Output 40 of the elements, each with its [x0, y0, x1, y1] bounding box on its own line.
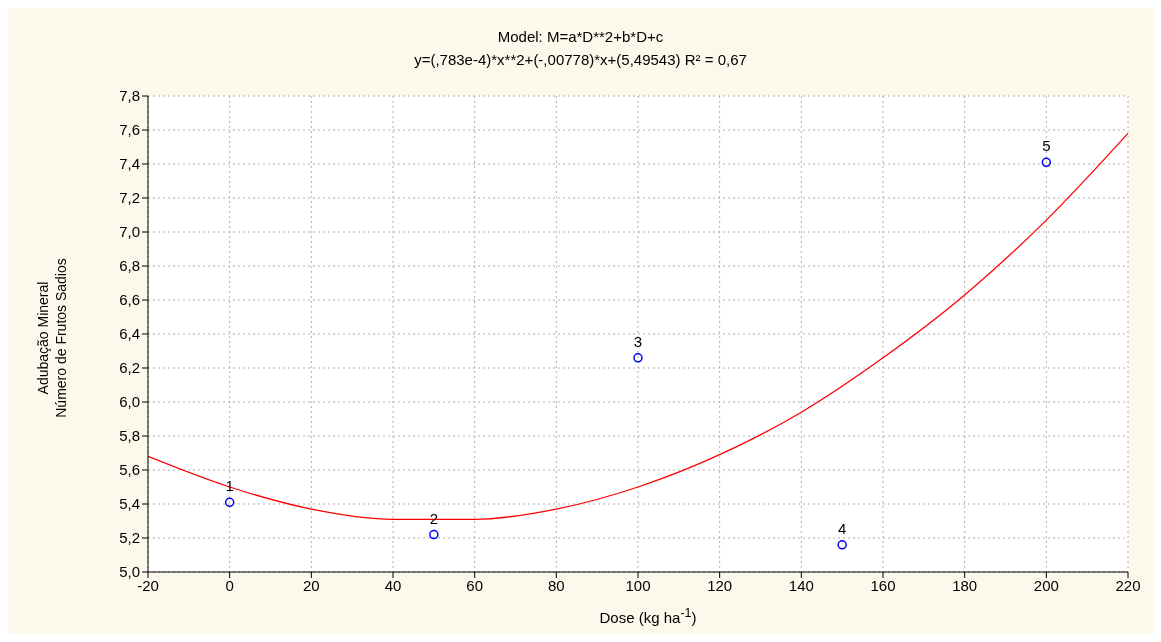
chart-title: Model: M=a*D**2+b*D+c	[496, 27, 665, 45]
x-tick-label: 40	[384, 576, 402, 594]
y-tick-label: 5,4	[119, 495, 140, 513]
point	[837, 540, 847, 550]
annotation: 3	[633, 332, 643, 350]
x-tick-label: 220	[1115, 576, 1141, 594]
x-tick-label: 120	[707, 576, 733, 594]
y-tick-label: 7,4	[119, 155, 140, 173]
x-tick-label: 60	[466, 576, 484, 594]
y-tick-label: 6,8	[119, 257, 140, 275]
x-tick-label: 20	[302, 576, 320, 594]
chart-subtitle: y=(,783e-4)*x**2+(-,00778)*x+(5,49543) R² = 0,67	[413, 50, 748, 68]
x-tick-label: 160	[870, 576, 896, 594]
annotation: 5	[1042, 137, 1051, 155]
y-tick-label: 6,0	[119, 393, 140, 411]
x-axis-title: Dose (kg ha$^{-1}$)	[598, 606, 698, 626]
point	[224, 497, 235, 508]
point	[633, 353, 643, 363]
y-tick-label: 6,4	[119, 325, 140, 343]
x-tick-label: 0	[225, 576, 234, 594]
annotation: 4	[837, 519, 847, 537]
y-tick-label: 5,2	[119, 529, 140, 547]
x-tick-label: -20	[137, 576, 159, 594]
y-axis-title: Adubação Mineral Número de Frutos Sadios	[35, 258, 69, 418]
x-tick-label: 100	[625, 576, 651, 594]
y-tick-label: 5,6	[119, 461, 140, 479]
x-tick-label: 200	[1033, 576, 1059, 594]
y-tick-label: 6,6	[119, 291, 140, 309]
y-tick-label: 5,0	[119, 563, 140, 581]
y-tick-label: 5,8	[119, 427, 140, 445]
y-tick-label: 7,2	[119, 189, 140, 207]
y-tick-label: 7,6	[119, 121, 140, 139]
point	[429, 529, 439, 540]
x-tick-label: 140	[788, 576, 814, 594]
x-tick-label: 80	[547, 576, 565, 594]
point	[1041, 157, 1052, 168]
y-tick-label: 6,2	[119, 359, 140, 377]
y-tick-label: 7,8	[119, 87, 140, 105]
x-tick-label: 180	[952, 576, 978, 594]
y-tick-label: 7,0	[119, 223, 140, 241]
